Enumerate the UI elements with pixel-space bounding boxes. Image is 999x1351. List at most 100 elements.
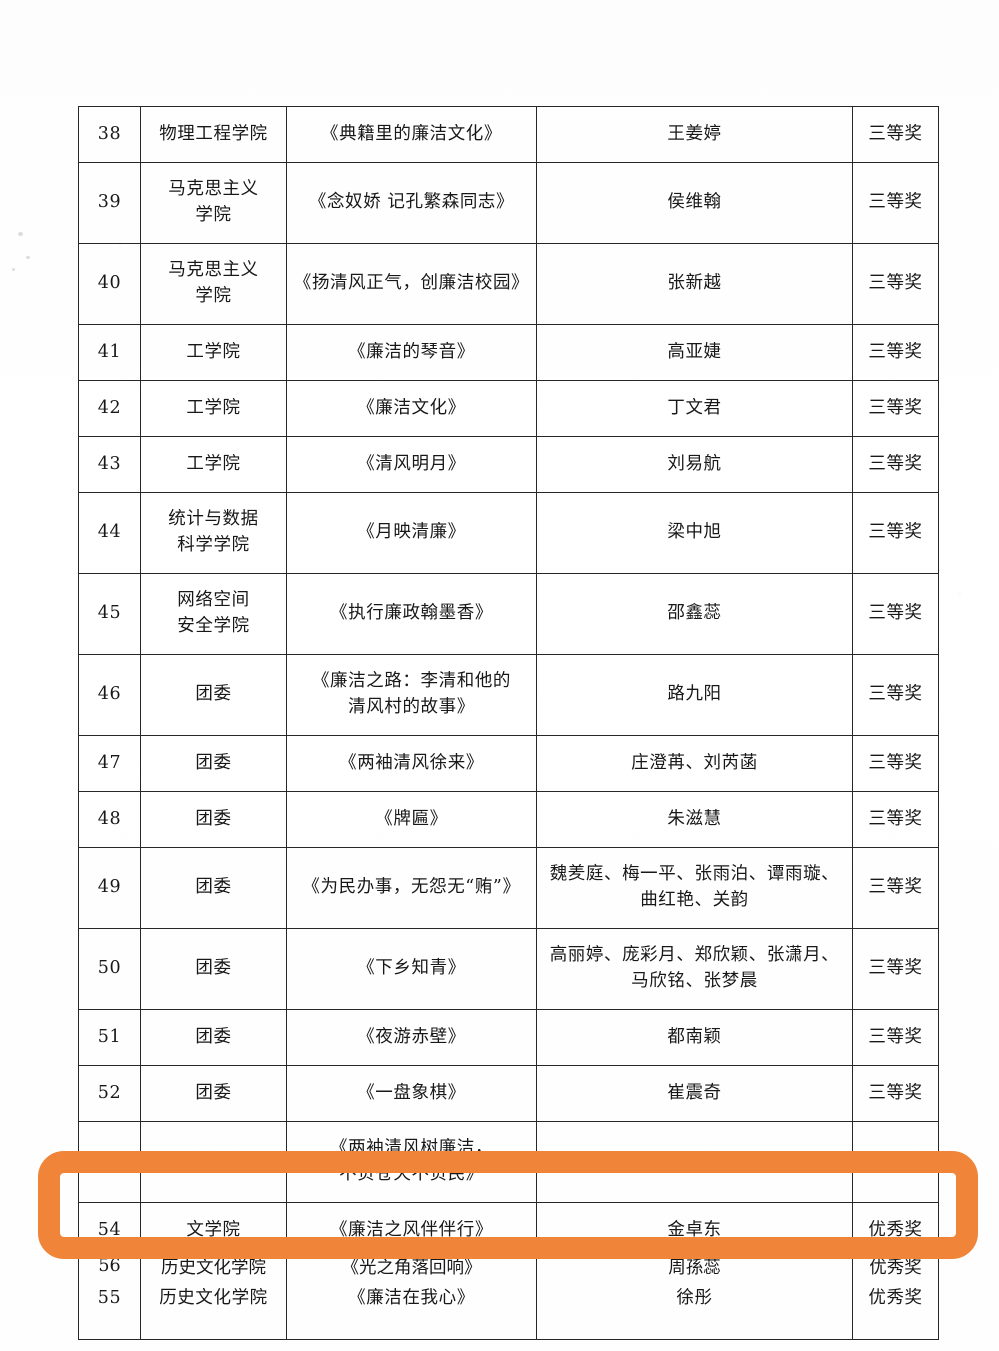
cell-no: 41 xyxy=(78,324,141,381)
cell-work: 《一盘象棋》 xyxy=(286,1065,537,1122)
table-row: 48 团委 《牌匾》 朱滋慧 三等奖 xyxy=(78,791,939,848)
award-results-table: 38 物理工程学院 《典籍里的廉洁文化》 王姜婷 三等奖 39 马克思主义 学院… xyxy=(78,106,939,1340)
cell-no: 47 xyxy=(78,735,141,792)
cell-author: 周孫蕊 xyxy=(536,1258,853,1292)
cell-no: 43 xyxy=(78,436,141,493)
cell-work: 《两袖清风徐来》 xyxy=(286,735,537,792)
cell-work: 《念奴娇 记孔繁森同志》 xyxy=(286,162,537,244)
table-row: 45 网络空间 安全学院 《执行廉政翰墨香》 邵鑫蕊 三等奖 xyxy=(78,573,939,655)
table-row: 52 团委 《一盘象棋》 崔震奇 三等奖 xyxy=(78,1065,939,1122)
cell-no: 51 xyxy=(78,1009,141,1066)
cell-prize: 三等奖 xyxy=(852,324,939,381)
cell-no: 50 xyxy=(78,928,141,1010)
cell-work: 《廉洁的琴音》 xyxy=(286,324,537,381)
table-row: 42 工学院 《廉洁文化》 丁文君 三等奖 xyxy=(78,380,939,437)
cell-prize: 三等奖 xyxy=(852,492,939,574)
cell-no: 42 xyxy=(78,380,141,437)
cell-work: 《牌匾》 xyxy=(286,791,537,848)
cell-author: 庄澄苒、刘芮菡 xyxy=(536,735,853,792)
table-row: 43 工学院 《清风明月》 刘易航 三等奖 xyxy=(78,436,939,493)
cell-no: 39 xyxy=(78,162,141,244)
table-row: 53 文学院 《两袖清风树廉洁， 不负苍天不负民》 孟怡然 优秀奖 xyxy=(78,1121,939,1203)
cell-author: 王姜婷 xyxy=(536,106,853,163)
cell-no: 40 xyxy=(78,243,141,325)
cell-prize: 三等奖 xyxy=(852,791,939,848)
cell-author: 侯维翰 xyxy=(536,162,853,244)
table-row: 38 物理工程学院 《典籍里的廉洁文化》 王姜婷 三等奖 xyxy=(78,106,939,163)
cell-unit: 文学院 xyxy=(140,1202,287,1259)
cell-work: 《下乡知青》 xyxy=(286,928,537,1010)
cell-prize: 三等奖 xyxy=(852,1065,939,1122)
cell-prize: 三等奖 xyxy=(852,162,939,244)
cell-unit: 马克思主义 学院 xyxy=(140,243,287,325)
cell-unit: 物理工程学院 xyxy=(140,106,287,163)
cell-unit: 文学院 xyxy=(140,1121,287,1203)
clipped-bottom-row-container: 56 历史文化学院 《光之角落回响》 周孫蕊 优秀奖 xyxy=(78,1258,938,1292)
table-row: 39 马克思主义 学院 《念奴娇 记孔繁森同志》 侯维翰 三等奖 xyxy=(78,162,939,244)
cell-author: 刘易航 xyxy=(536,436,853,493)
cell-unit: 团委 xyxy=(140,847,287,929)
cell-author: 崔震奇 xyxy=(536,1065,853,1122)
cell-unit: 历史文化学院 xyxy=(140,1258,287,1292)
cell-prize: 优秀奖 xyxy=(852,1258,938,1292)
cell-no: 54 xyxy=(78,1202,141,1259)
cell-unit: 团委 xyxy=(140,735,287,792)
cell-prize: 优秀奖 xyxy=(852,1202,939,1259)
cell-prize: 三等奖 xyxy=(852,106,939,163)
cell-work: 《月映清廉》 xyxy=(286,492,537,574)
cell-author: 朱滋慧 xyxy=(536,791,853,848)
table-row: 40 马克思主义 学院 《扬清风正气，创廉洁校园》 张新越 三等奖 xyxy=(78,243,939,325)
cell-author: 都南颖 xyxy=(536,1009,853,1066)
cell-prize: 三等奖 xyxy=(852,436,939,493)
cell-unit: 网络空间 安全学院 xyxy=(140,573,287,655)
cell-no: 49 xyxy=(78,847,141,929)
cell-no: 48 xyxy=(78,791,141,848)
cell-author: 张新越 xyxy=(536,243,853,325)
cell-work: 《廉洁文化》 xyxy=(286,380,537,437)
cell-work: 《执行廉政翰墨香》 xyxy=(286,573,537,655)
cell-unit: 团委 xyxy=(140,791,287,848)
cell-prize: 三等奖 xyxy=(852,847,939,929)
table-row: 46 团委 《廉洁之路：李清和他的 清风村的故事》 路九阳 三等奖 xyxy=(78,654,939,736)
table-row-partially-covered: 54 文学院 《廉洁之风伴伴行》 金卓东 优秀奖 xyxy=(78,1202,939,1259)
cell-work: 《廉洁之风伴伴行》 xyxy=(286,1202,537,1259)
cell-prize: 三等奖 xyxy=(852,735,939,792)
award-results-table-container: 38 物理工程学院 《典籍里的廉洁文化》 王姜婷 三等奖 39 马克思主义 学院… xyxy=(78,106,939,1340)
cell-author: 丁文君 xyxy=(536,380,853,437)
cell-unit: 马克思主义 学院 xyxy=(140,162,287,244)
table-row: 56 历史文化学院 《光之角落回响》 周孫蕊 优秀奖 xyxy=(78,1258,938,1292)
cell-prize: 三等奖 xyxy=(852,1009,939,1066)
scan-speck xyxy=(26,256,30,259)
table-row: 51 团委 《夜游赤壁》 都南颖 三等奖 xyxy=(78,1009,939,1066)
cell-author: 路九阳 xyxy=(536,654,853,736)
cell-no: 45 xyxy=(78,573,141,655)
cell-work: 《典籍里的廉洁文化》 xyxy=(286,106,537,163)
cell-unit: 团委 xyxy=(140,1009,287,1066)
cell-work: 《扬清风正气，创廉洁校园》 xyxy=(286,243,537,325)
award-table-body: 38 物理工程学院 《典籍里的廉洁文化》 王姜婷 三等奖 39 马克思主义 学院… xyxy=(78,106,939,1340)
cell-unit: 团委 xyxy=(140,1065,287,1122)
cell-author: 金卓东 xyxy=(536,1202,853,1259)
scan-speck xyxy=(12,268,15,271)
cell-work: 《光之角落回响》 xyxy=(286,1258,537,1292)
cell-unit: 团委 xyxy=(140,928,287,1010)
cell-author: 梁中旭 xyxy=(536,492,853,574)
cell-prize: 优秀奖 xyxy=(852,1121,939,1203)
cell-unit: 工学院 xyxy=(140,324,287,381)
cell-author: 高亚婕 xyxy=(536,324,853,381)
table-row: 44 统计与数据 科学学院 《月映清廉》 梁中旭 三等奖 xyxy=(78,492,939,574)
cell-unit: 统计与数据 科学学院 xyxy=(140,492,287,574)
cell-author: 孟怡然 xyxy=(536,1121,853,1203)
cell-unit: 工学院 xyxy=(140,380,287,437)
table-row: 47 团委 《两袖清风徐来》 庄澄苒、刘芮菡 三等奖 xyxy=(78,735,939,792)
cell-no: 38 xyxy=(78,106,141,163)
cell-unit: 工学院 xyxy=(140,436,287,493)
cell-work: 《清风明月》 xyxy=(286,436,537,493)
cell-no: 53 xyxy=(78,1121,141,1203)
table-row: 49 团委 《为民办事，无怨无“贿”》 魏羑庭、梅一平、张雨泊、谭雨璇、 曲红艳… xyxy=(78,847,939,929)
cell-prize: 三等奖 xyxy=(852,243,939,325)
cell-prize: 三等奖 xyxy=(852,928,939,1010)
cell-work: 《为民办事，无怨无“贿”》 xyxy=(286,847,537,929)
cell-unit: 团委 xyxy=(140,654,287,736)
cell-prize: 三等奖 xyxy=(852,654,939,736)
